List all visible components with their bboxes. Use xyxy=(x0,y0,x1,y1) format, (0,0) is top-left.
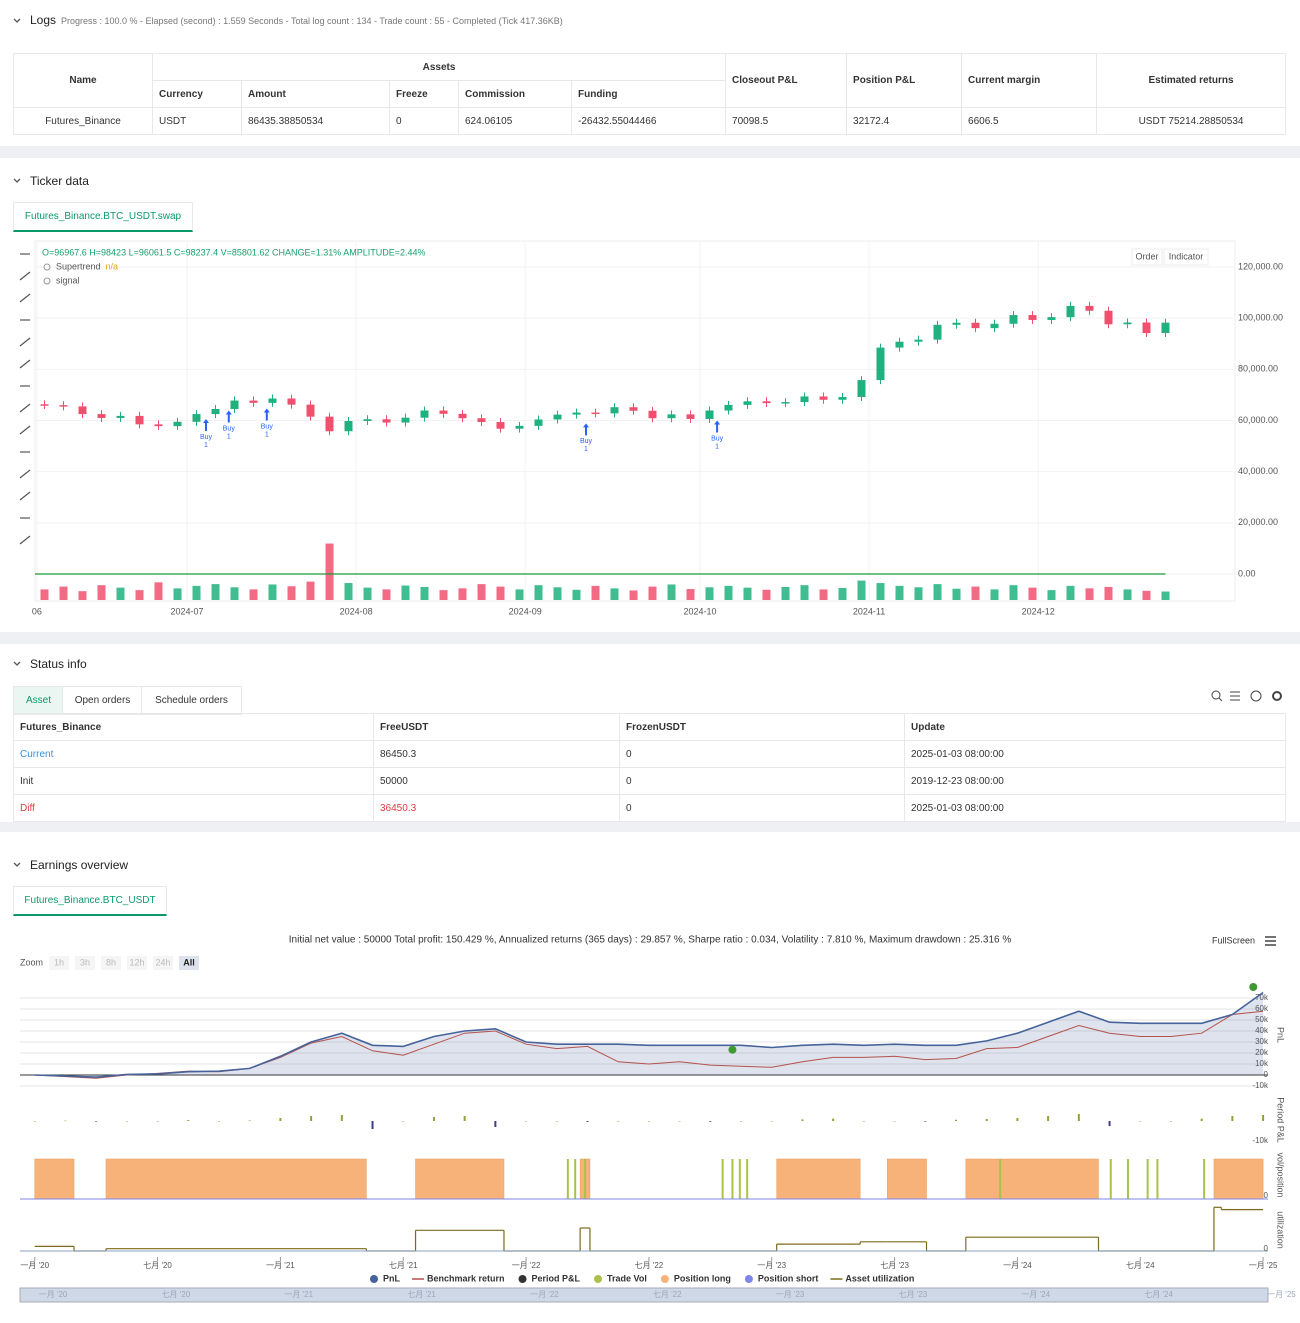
header-cell: Futures_Binance xyxy=(13,713,374,741)
section-title: Ticker data xyxy=(30,174,89,188)
tab[interactable]: Futures_Binance.BTC_USDT.swap xyxy=(13,202,193,232)
data-cell: Init xyxy=(13,767,374,795)
data-cell: 2025-01-03 08:00:00 xyxy=(904,794,1286,822)
header-cell: Commission xyxy=(458,80,572,108)
tab[interactable]: Schedule orders xyxy=(141,686,242,715)
log-summary: Progress : 100.0 % - Elapsed (second) : … xyxy=(61,16,563,26)
data-cell: 50000 xyxy=(373,767,620,795)
tab[interactable]: Futures_Binance.BTC_USDT xyxy=(13,886,167,916)
header-cell: Freeze xyxy=(389,80,459,108)
data-row: Diff 36450.3 0 2025-01-03 08:00:00 xyxy=(13,794,1286,822)
tab[interactable]: Open orders xyxy=(62,686,143,715)
data-cell: Futures_Binance xyxy=(13,107,153,135)
data-cell: Diff xyxy=(13,794,374,822)
data-cell: 6606.5 xyxy=(961,107,1098,135)
data-cell: 0 xyxy=(619,794,905,822)
data-cell: USDT 75214.28850534 xyxy=(1096,107,1287,135)
data-cell: 32172.4 xyxy=(846,107,963,135)
header-cell: FrozenUSDT xyxy=(619,713,905,741)
header-cell: Current margin xyxy=(961,53,1098,108)
header-row: Futures_Binance FreeUSDT FrozenUSDT Update xyxy=(13,713,1286,741)
data-cell: 624.06105 xyxy=(458,107,572,135)
data-cell: -26432.55044466 xyxy=(570,107,727,135)
data-cell: 0 xyxy=(619,740,905,768)
data-row: Current 86450.3 0 2025-01-03 08:00:00 xyxy=(13,740,1286,768)
ticker-section: Ticker data Futures_Binance.BTC_USDT.swa… xyxy=(0,158,1300,632)
status-table: Futures_Binance FreeUSDT FrozenUSDT Update C… xyxy=(13,713,1286,822)
status-section: Status info Asset Open orders Schedule ord… xyxy=(0,644,1300,822)
earnings-section: Earnings overview Futures_Binance.BTC_US… xyxy=(0,832,1300,1323)
header-cell: Funding xyxy=(570,80,727,108)
logs-section: Logs Progress : 100.0 % - Elapsed (secon… xyxy=(0,0,1300,146)
data-cell: 70098.5 xyxy=(725,107,848,135)
tab[interactable]: Asset xyxy=(13,686,64,715)
data-cell: 2025-01-03 08:00:00 xyxy=(904,740,1286,768)
data-cell: Current xyxy=(13,740,374,768)
header-row: Currency Amount Freeze Commission Funding xyxy=(14,80,1286,108)
group-header: Assets xyxy=(151,53,727,81)
header-cell: Name xyxy=(13,53,153,108)
logs-table: Name Assets Closeout P&L Position P&L Curren… xyxy=(13,53,1287,135)
data-cell: 2019-12-23 08:00:00 xyxy=(904,767,1286,795)
chevron xyxy=(13,18,21,23)
header-cell: Closeout P&L xyxy=(725,53,848,108)
data-cell: 36450.3 xyxy=(373,794,620,822)
toolbar-icons[interactable] xyxy=(1210,689,1285,703)
data-row: Futures_Binance USDT 86435.38850534 0 624.06… xyxy=(13,107,1287,135)
data-cell: 86450.3 xyxy=(373,740,620,768)
section-title: Logs xyxy=(30,13,57,27)
chevron xyxy=(13,862,21,867)
data-row: Init 50000 0 2019-12-23 08:00:00 xyxy=(13,767,1286,795)
header-cell: Position P&L xyxy=(846,53,963,108)
chevron xyxy=(13,178,21,183)
header-cell: Currency xyxy=(152,80,242,108)
header-row: Name Assets Closeout P&L Position P&L Curren… xyxy=(13,53,1287,108)
header-cell: FreeUSDT xyxy=(373,713,620,741)
section-title: Status info xyxy=(30,657,87,671)
data-cell: 86435.38850534 xyxy=(241,107,390,135)
section-title: Earnings overview xyxy=(30,858,129,872)
header-cell: Amount xyxy=(241,80,390,108)
data-cell: 0 xyxy=(619,767,905,795)
header-cell: Update xyxy=(904,713,1286,741)
data-cell: USDT xyxy=(152,107,242,135)
data-cell: 0 xyxy=(389,107,459,135)
chevron xyxy=(13,661,21,666)
header-cell: Estimated returns xyxy=(1096,53,1287,108)
